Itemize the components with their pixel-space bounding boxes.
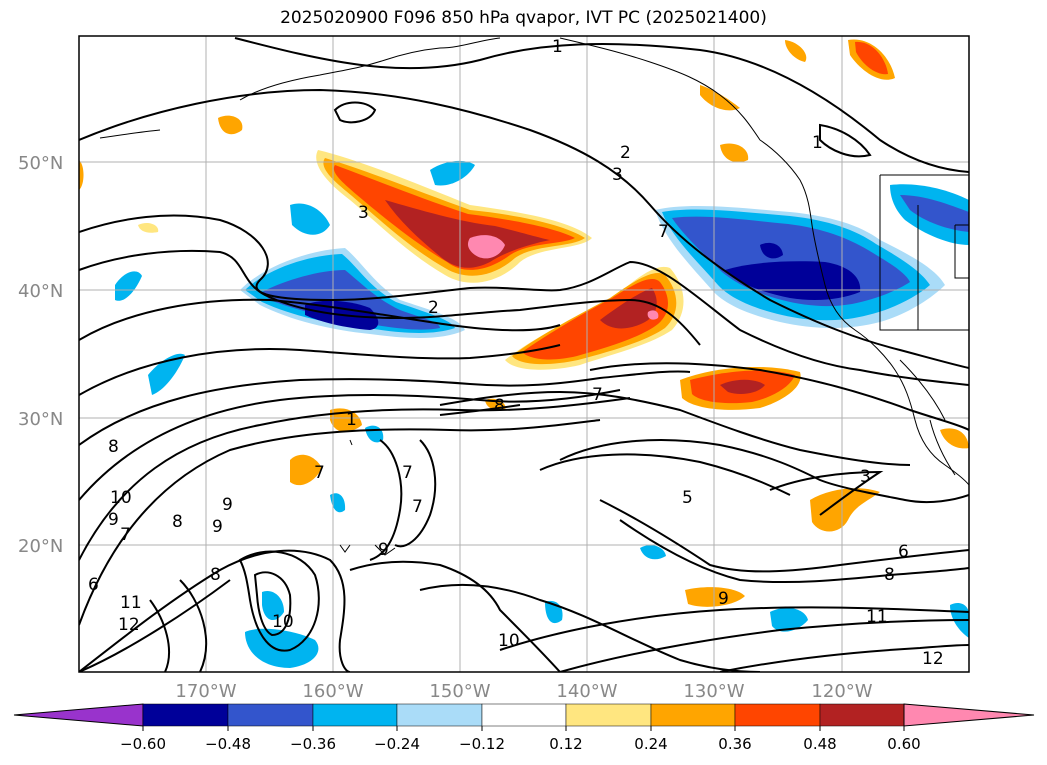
contour-label: 6 [898, 542, 909, 562]
colorbar-ticks [142, 726, 905, 731]
contour-label: 10 [110, 488, 132, 508]
contour-label: 7 [412, 497, 423, 517]
contour-label: 8 [108, 437, 119, 457]
colorbar-tick-label: −0.12 [459, 735, 505, 753]
contour-label: 1 [812, 133, 823, 153]
contour-label: 12 [922, 649, 944, 669]
colorbar-segment [819, 703, 905, 727]
colorbar-tick-label: 0.12 [549, 735, 582, 753]
colorbar-segment [734, 703, 821, 727]
colorbar-segment [142, 703, 229, 727]
colorbar-tick-label: −0.60 [120, 735, 166, 753]
colorbar-extend-min [13, 703, 144, 727]
longitude-labels: 170°W 160°W 150°W 140°W 130°W 120°W [175, 681, 872, 702]
colorbar-extend-max [903, 703, 1035, 727]
lon-label: 140°W [556, 681, 617, 702]
contour-label: 6 [88, 575, 99, 595]
colorbar-segment [227, 703, 314, 727]
contour-label: 8 [494, 396, 505, 416]
colorbar-tick-label: −0.36 [290, 735, 336, 753]
contour-label: 7 [402, 463, 413, 483]
colorbar-segment [481, 703, 567, 727]
lat-label: 20°N [18, 536, 63, 557]
contour-label: 9 [718, 589, 729, 609]
contour-label: 7 [120, 525, 131, 545]
contour-label: 7 [658, 222, 669, 242]
lon-label: 170°W [175, 681, 236, 702]
contour-label: 2 [620, 143, 631, 163]
colorbar-tick-label: −0.24 [374, 735, 420, 753]
colorbar-tick-label: −0.48 [205, 735, 251, 753]
contour-label: 9 [378, 540, 389, 560]
contour-label: 7 [314, 463, 325, 483]
contour-label: 8 [172, 512, 183, 532]
contour-label: 3 [860, 467, 871, 487]
lat-label: 50°N [18, 153, 63, 174]
contour-label: 10 [498, 631, 520, 651]
lat-label: 40°N [18, 281, 63, 302]
lon-label: 130°W [683, 681, 744, 702]
contour-label: 8 [884, 565, 895, 585]
contour-labels: 1 1 2 3 3 2 7 8 7 5 3 6 8 11 12 10 9 8 7… [88, 37, 944, 669]
contour-label: 12 [118, 615, 140, 635]
contour-label: 9 [108, 510, 119, 530]
lon-label: 150°W [429, 681, 490, 702]
map-border [78, 35, 970, 673]
colorbar-tick-label: 0.36 [718, 735, 751, 753]
colorbar-tick-label: 0.48 [803, 735, 836, 753]
contour-label: 3 [358, 203, 369, 223]
ivt-contour-lines [79, 37, 969, 672]
colorbar-tick-label: 0.60 [887, 735, 920, 753]
colorbar-segment [312, 703, 398, 727]
contour-label: 5 [682, 488, 693, 508]
colorbar-segment [565, 703, 652, 727]
plot-title: 2025020900 F096 850 hPa qvapor, IVT PC (… [280, 8, 767, 28]
coastlines [99, 37, 969, 556]
colorbar-tick-label: 0.24 [634, 735, 667, 753]
colorbar: −0.60 −0.48 −0.36 −0.24 −0.12 0.12 0.24 … [13, 703, 1035, 753]
colorbar-segment [396, 703, 483, 727]
lon-label: 160°W [302, 681, 363, 702]
colorbar-segment [650, 703, 736, 727]
contour-label: 8 [210, 565, 221, 585]
contour-label: 11 [866, 607, 888, 627]
contour-label: 9 [212, 517, 223, 537]
contour-label: 3 [612, 165, 623, 185]
contour-label: 9 [222, 495, 233, 515]
contour-label: 11 [120, 593, 142, 613]
contour-label: 10 [272, 612, 294, 632]
contour-label: 1 [346, 410, 357, 430]
contour-label: 2 [428, 298, 439, 318]
contour-label: 1 [552, 37, 563, 57]
contour-label: 7 [592, 385, 603, 405]
latitude-labels: 50°N 40°N 30°N 20°N [18, 153, 63, 557]
lon-label: 120°W [811, 681, 872, 702]
lat-label: 30°N [18, 409, 63, 430]
